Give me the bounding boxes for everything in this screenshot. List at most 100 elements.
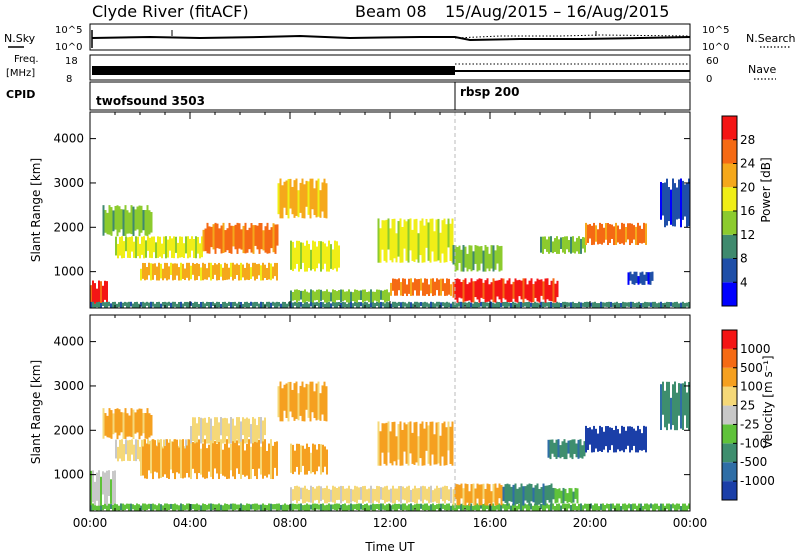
velocity-panel-cell <box>446 503 448 511</box>
power-panel-cell <box>104 302 106 308</box>
velocity-panel-cell <box>364 504 366 511</box>
velocity-panel-cell <box>94 481 96 506</box>
velocity-panel-cell <box>486 503 488 510</box>
velocity-panel-cell <box>478 504 480 511</box>
velocity-panel-cell <box>377 421 380 466</box>
power-panel-cell <box>188 302 190 308</box>
power-panel-cell <box>641 228 643 244</box>
velocity-panel-cell <box>382 487 384 501</box>
power-panel-cell <box>649 272 652 285</box>
velocity-panel-cell <box>458 484 461 506</box>
nave-tick-bottom: 0 <box>706 74 712 85</box>
power-panel-cell <box>380 290 382 300</box>
velocity-panel-cell <box>618 503 620 511</box>
power-panel-cell <box>214 222 217 254</box>
velocity-panel-cell <box>678 383 680 416</box>
power-panel-ytick-label: 4000 <box>53 132 84 146</box>
power-panel-cell <box>410 278 412 296</box>
velocity-panel-cell <box>162 448 164 477</box>
power-panel-cell <box>202 262 204 281</box>
velocity-panel-cell <box>551 439 554 454</box>
power-panel-cell <box>637 222 639 246</box>
velocity-panel-cell <box>570 488 573 504</box>
power-panel-cell <box>438 279 440 296</box>
velocity-panel-cell <box>428 486 430 504</box>
velocity-panel-cell <box>188 439 190 478</box>
power-panel-cell <box>428 303 430 308</box>
velocity-panel-cell <box>96 472 98 501</box>
power-panel-cell <box>198 263 200 277</box>
velocity-panel-cell <box>504 484 507 503</box>
velocity-panel-cell <box>317 381 320 420</box>
power-panel-cell <box>464 302 466 307</box>
velocity-panel-cell <box>484 503 486 511</box>
velocity-panel-cell <box>310 485 312 503</box>
power-panel-cell <box>94 283 96 304</box>
velocity-panel-cell <box>286 504 288 511</box>
power-panel-cell <box>572 301 574 308</box>
power-panel-cell <box>222 267 224 281</box>
velocity-panel-cell <box>608 503 610 511</box>
power-panel-cell <box>224 262 226 281</box>
velocity-panel-region-0 <box>90 503 690 511</box>
velocity-panel-cell <box>230 443 232 471</box>
velocity-panel-cell <box>220 439 222 474</box>
power-panel-cell <box>224 230 227 253</box>
velocity-panel-cell <box>322 444 324 473</box>
power-panel-cell <box>500 278 503 303</box>
power-panel-cell <box>666 301 668 308</box>
velocity-panel-cell <box>643 425 645 450</box>
nsky-tick-top: 10^5 <box>55 25 82 36</box>
power-panel-colorbar-tick: 8 <box>740 252 748 266</box>
velocity-panel-cell <box>262 440 264 479</box>
power-panel-cell <box>612 302 614 307</box>
power-panel-cell <box>141 236 143 255</box>
velocity-panel-cell <box>436 485 438 504</box>
power-panel-colorbar-swatch <box>722 163 737 188</box>
velocity-panel-cell <box>316 449 318 472</box>
power-panel-cell <box>214 263 216 275</box>
power-panel-cell <box>425 218 428 248</box>
power-panel-cell <box>189 238 191 258</box>
velocity-panel-cell <box>115 439 117 459</box>
velocity-panel-cell <box>142 446 144 476</box>
velocity-panel-cell <box>494 505 496 511</box>
power-panel-cell <box>244 267 246 281</box>
velocity-panel-cell <box>678 503 680 510</box>
velocity-panel-cell <box>92 503 94 511</box>
velocity-panel-cell <box>624 503 626 511</box>
velocity-panel-cell <box>282 504 284 511</box>
power-panel-cell <box>200 267 202 281</box>
power-panel-cell <box>472 251 475 271</box>
velocity-panel-cell <box>552 503 554 510</box>
velocity-panel-cell <box>607 426 609 453</box>
power-panel-cell <box>234 301 236 307</box>
power-panel-cell <box>166 262 168 281</box>
power-panel-cell <box>381 220 384 250</box>
power-panel-cell <box>169 236 171 251</box>
power-panel-cell <box>684 302 686 308</box>
power-panel-cell <box>582 237 584 249</box>
velocity-panel-cell <box>264 504 266 511</box>
power-panel-cell <box>303 184 306 219</box>
velocity-panel-cell <box>394 503 396 511</box>
power-panel-cell <box>654 301 656 308</box>
velocity-panel-cell <box>254 440 256 477</box>
velocity-panel-cell <box>276 503 278 511</box>
velocity-panel-region-7 <box>290 443 328 475</box>
velocity-panel-cell <box>202 443 204 478</box>
power-panel-cell <box>121 236 123 259</box>
velocity-panel-cell <box>398 486 400 502</box>
velocity-panel-cell <box>686 392 688 428</box>
velocity-panel-cell <box>644 503 646 510</box>
power-panel-cell <box>460 282 463 299</box>
power-panel-cell <box>376 301 378 307</box>
power-panel-cell <box>262 262 264 281</box>
power-panel-cell <box>374 291 376 301</box>
power-panel-cell <box>358 290 360 300</box>
velocity-panel-region-15 <box>660 381 690 431</box>
power-panel-cell <box>354 301 356 307</box>
velocity-panel-cell <box>450 505 452 511</box>
power-panel-cell <box>304 289 306 303</box>
power-panel-cell <box>187 236 189 259</box>
